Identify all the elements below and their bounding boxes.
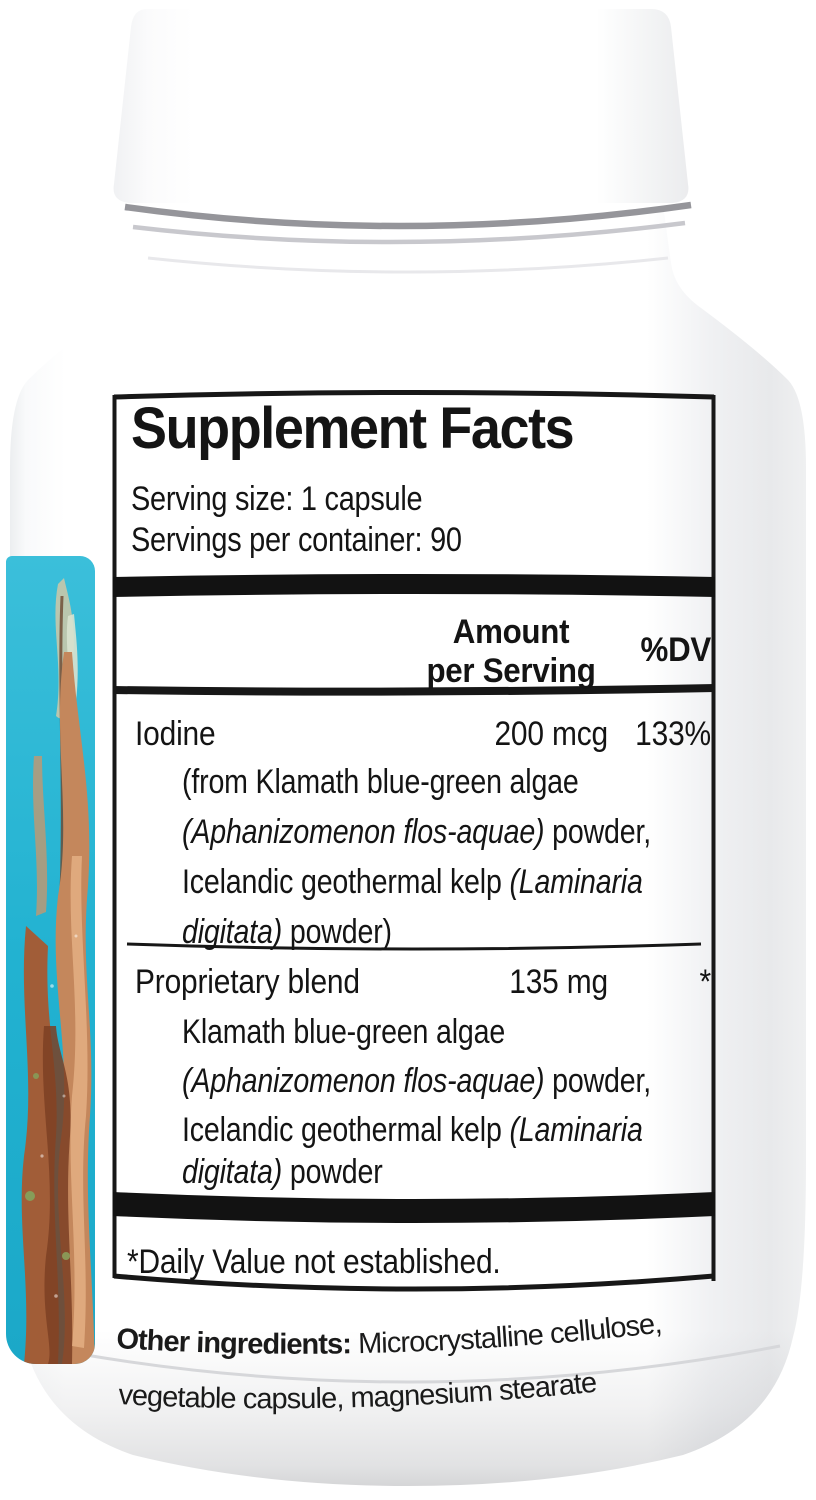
bottle-cap	[113, 9, 689, 203]
facts-box-borders	[112, 390, 716, 1292]
row-iodine-amount: 200 mcg	[494, 715, 608, 753]
desc-latin: digitata)	[182, 913, 283, 951]
row-blend-dv: *	[699, 963, 712, 1001]
supplement-facts-panel: Supplement Facts Serving size: 1 capsule…	[111, 385, 717, 1325]
serving-size: Serving size: 1 capsule	[131, 480, 423, 518]
column-header-amount-line1: Amount	[452, 613, 570, 651]
desc-text: powder,	[544, 1062, 652, 1100]
desc-text: powder	[282, 1153, 383, 1191]
bottle-neck-ring	[147, 256, 669, 274]
row-iodine-desc-line1: (from Klamath blue-green algae	[182, 763, 579, 802]
box-border-top	[113, 390, 715, 400]
other-ingredients-line2: vegetable capsule, magnesium stearate	[118, 1367, 598, 1415]
row-blend-desc-line1: Klamath blue-green algae	[182, 1013, 505, 1052]
servings-per-container: Servings per container: 90	[131, 521, 462, 559]
facts-title: Supplement Facts	[131, 396, 575, 461]
desc-text: Icelandic geothermal kelp	[182, 1111, 510, 1149]
row-blend-name: Proprietary blend	[135, 963, 360, 1001]
desc-latin: (Laminaria	[509, 1111, 643, 1149]
row-iodine-desc-line2: (Aphanizomenon flos-aquae) powder,	[182, 813, 651, 852]
desc-text: Klamath blue-green algae	[182, 1013, 506, 1051]
row-iodine-name: Iodine	[135, 715, 216, 753]
other-ingredients-line1: Other ingredients: Microcrystalline cell…	[116, 1308, 663, 1361]
thick-bar-bottom	[113, 1192, 715, 1223]
row-blend-desc-line4: digitata) powder	[182, 1153, 383, 1192]
thick-bar-top	[113, 574, 715, 597]
other-ingredients-section: Other ingredients: Microcrystalline cell…	[116, 1308, 664, 1416]
cap-seam-light	[132, 220, 686, 245]
desc-text: Icelandic geothermal kelp	[182, 863, 510, 901]
label-artwork-kelp-photo	[6, 556, 95, 1364]
row-separator	[126, 942, 702, 951]
desc-latin: digitata)	[182, 1153, 283, 1191]
desc-text: powder)	[282, 913, 392, 951]
row-iodine-desc-line4: digitata) powder)	[182, 913, 392, 952]
desc-latin: (Laminaria	[509, 863, 643, 901]
row-blend-desc-line2: (Aphanizomenon flos-aquae) powder,	[182, 1062, 651, 1101]
header-rule	[112, 684, 716, 696]
desc-latin: (Aphanizomenon flos-aquae)	[182, 813, 545, 851]
other-ingredients-text: Microcrystalline cellulose,	[351, 1308, 663, 1361]
desc-latin: (Aphanizomenon flos-aquae)	[182, 1062, 545, 1100]
row-blend-amount: 135 mg	[509, 963, 608, 1001]
daily-value-footnote: *Daily Value not established.	[127, 1243, 501, 1281]
kelp-photo-icon	[6, 556, 95, 1364]
column-header-amount: Amount per Serving	[419, 613, 603, 691]
column-header-dv: %DV	[640, 631, 712, 669]
bottle-body	[10, 212, 806, 1486]
other-ingredients-label: Other ingredients:	[116, 1323, 352, 1361]
desc-text: powder,	[544, 813, 652, 851]
desc-text: (from Klamath blue-green algae	[182, 763, 579, 801]
box-border-bottom	[113, 1273, 715, 1292]
row-blend-desc-line3: Icelandic geothermal kelp (Laminaria	[182, 1111, 643, 1150]
row-iodine-desc-line3: Icelandic geothermal kelp (Laminaria	[182, 863, 643, 902]
row-iodine-dv: 133%	[635, 715, 711, 753]
label-bottom-edge	[35, 1344, 781, 1384]
cap-seam-dark	[124, 201, 692, 230]
other-ingredients-text2: vegetable capsule, magnesium stearate	[118, 1367, 598, 1415]
column-header-amount-line2: per Serving	[426, 652, 596, 690]
